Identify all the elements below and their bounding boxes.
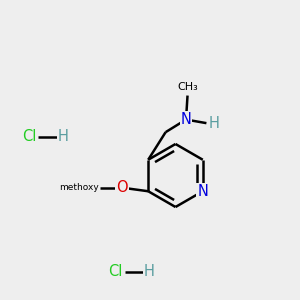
Text: Cl: Cl	[108, 264, 123, 279]
Text: N: N	[181, 112, 191, 127]
Text: H: H	[209, 116, 220, 131]
Text: O: O	[116, 180, 128, 195]
Text: N: N	[197, 184, 208, 199]
Text: methoxy: methoxy	[59, 183, 99, 192]
Text: CH₃: CH₃	[177, 82, 198, 92]
Text: Cl: Cl	[22, 129, 37, 144]
Text: H: H	[58, 129, 68, 144]
Text: H: H	[144, 264, 154, 279]
